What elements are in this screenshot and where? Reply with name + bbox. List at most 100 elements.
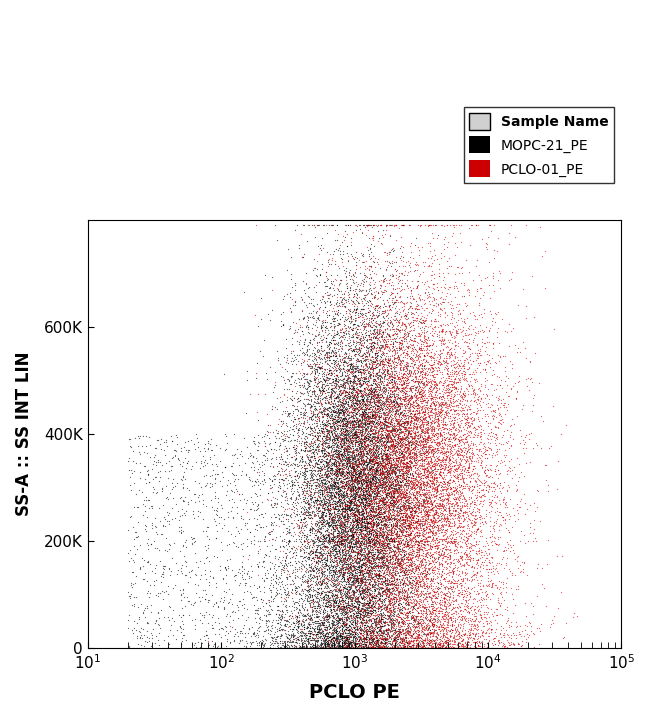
Point [423, 508, 434, 520]
Point [385, 632, 396, 644]
Point [473, 384, 483, 395]
Point [299, 347, 309, 358]
Point [341, 546, 351, 557]
Point [370, 462, 381, 474]
Point [371, 462, 382, 474]
Point [456, 472, 467, 483]
Point [330, 519, 341, 531]
Point [332, 635, 342, 646]
Point [369, 312, 380, 323]
Point [437, 495, 447, 506]
Point [459, 628, 469, 640]
Point [415, 451, 425, 462]
Point [320, 642, 330, 654]
Point [294, 489, 304, 500]
Point [375, 423, 385, 435]
Point [353, 472, 363, 483]
Point [341, 633, 352, 645]
Point [343, 356, 353, 368]
Point [306, 493, 316, 504]
Point [402, 617, 412, 629]
Point [450, 429, 461, 441]
Point [474, 399, 485, 411]
Point [318, 642, 328, 654]
Point [304, 642, 315, 654]
Point [410, 631, 421, 642]
Point [289, 477, 299, 488]
Point [371, 630, 382, 642]
Point [354, 456, 364, 467]
Point [371, 507, 382, 518]
Point [337, 399, 348, 410]
Point [335, 274, 345, 285]
Point [395, 295, 406, 307]
Point [261, 609, 271, 621]
Point [445, 558, 456, 569]
Point [325, 453, 335, 465]
Point [233, 612, 244, 624]
Point [410, 531, 421, 542]
Point [406, 434, 416, 445]
Point [322, 637, 333, 649]
Point [391, 328, 401, 340]
Point [358, 505, 368, 516]
Point [362, 449, 372, 460]
Point [356, 554, 367, 565]
Point [385, 391, 396, 402]
Point [410, 588, 421, 599]
Point [434, 621, 445, 632]
Point [350, 407, 360, 419]
Point [354, 460, 365, 471]
Point [299, 619, 309, 630]
Point [393, 545, 403, 556]
Point [292, 429, 303, 440]
Point [328, 442, 339, 453]
Point [212, 503, 222, 514]
Point [356, 493, 366, 505]
Point [372, 618, 383, 630]
Point [333, 431, 344, 442]
Point [321, 355, 332, 366]
Point [326, 589, 337, 601]
Point [299, 473, 309, 485]
Point [363, 522, 373, 533]
Point [358, 323, 369, 335]
Point [395, 432, 406, 443]
Point [423, 412, 434, 423]
Point [327, 621, 337, 632]
Point [452, 470, 463, 482]
Point [281, 589, 291, 601]
Point [358, 398, 369, 409]
Point [492, 545, 502, 556]
Point [337, 503, 347, 515]
Point [476, 544, 487, 556]
Point [315, 541, 326, 553]
Point [365, 566, 375, 578]
Point [461, 329, 471, 341]
Point [353, 465, 363, 477]
Point [411, 642, 422, 654]
Point [430, 380, 441, 391]
Point [402, 457, 413, 468]
Point [391, 528, 401, 539]
Point [395, 435, 406, 447]
Point [413, 500, 424, 512]
Point [328, 564, 339, 576]
Point [334, 603, 345, 614]
Point [349, 642, 359, 654]
Point [187, 565, 197, 576]
Point [420, 578, 430, 589]
Point [306, 412, 316, 424]
Point [317, 506, 327, 518]
Point [374, 505, 384, 516]
Point [421, 581, 432, 592]
Point [342, 570, 352, 581]
Point [318, 503, 329, 514]
Point [492, 513, 502, 525]
Point [333, 481, 343, 493]
Point [396, 348, 406, 360]
Point [417, 366, 428, 377]
Point [413, 519, 423, 531]
Point [447, 608, 457, 619]
Point [436, 634, 446, 645]
